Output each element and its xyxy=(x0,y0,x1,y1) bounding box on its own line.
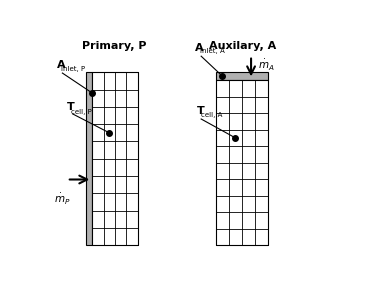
Text: inlet, A: inlet, A xyxy=(200,48,225,54)
Bar xyxy=(216,72,267,80)
Text: T: T xyxy=(67,102,75,112)
Text: $\dot{m}_A$: $\dot{m}_A$ xyxy=(258,58,275,73)
Bar xyxy=(86,72,92,245)
Text: Auxilary, A: Auxilary, A xyxy=(209,41,276,51)
Text: inlet, P: inlet, P xyxy=(61,66,85,72)
Text: Primary, P: Primary, P xyxy=(82,41,146,51)
Text: T: T xyxy=(197,106,205,116)
Text: cell, A: cell, A xyxy=(200,112,222,118)
Text: A: A xyxy=(195,43,204,53)
Text: $\dot{m}_P$: $\dot{m}_P$ xyxy=(53,192,70,207)
Text: A: A xyxy=(56,60,65,70)
Bar xyxy=(92,72,138,245)
Bar xyxy=(216,80,267,245)
Text: cell, P: cell, P xyxy=(71,109,92,115)
